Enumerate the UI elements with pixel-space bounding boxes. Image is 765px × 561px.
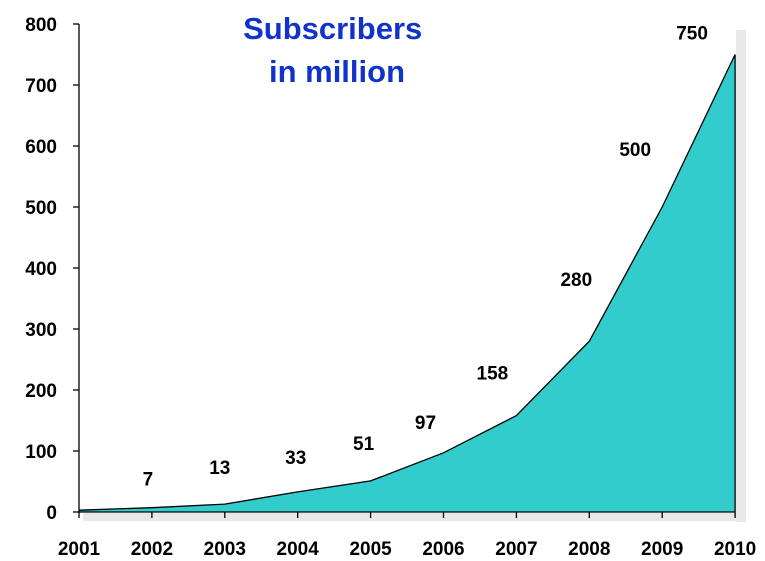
x-tick-label-2001: 2001 <box>58 539 101 560</box>
y-tick-label-300: 300 <box>25 320 57 341</box>
plot-shadow-bottom <box>83 513 746 521</box>
y-tick-label-0: 0 <box>46 503 57 524</box>
data-label-2010: 750 <box>676 24 708 45</box>
y-tick-label-100: 100 <box>25 442 57 463</box>
chart-title-line-2: in million <box>269 54 405 89</box>
x-tick-label-2010: 2010 <box>714 539 756 560</box>
data-label-2003: 13 <box>209 458 230 479</box>
data-label-2002: 7 <box>143 470 154 491</box>
plot-shadow <box>83 30 747 522</box>
data-label-2007: 158 <box>477 364 509 385</box>
x-tick-label-2003: 2003 <box>204 539 246 560</box>
x-tick-label-2006: 2006 <box>422 539 464 560</box>
y-tick-label-800: 800 <box>25 15 57 36</box>
x-tick-label-2002: 2002 <box>131 539 173 560</box>
chart-title: Subscribers in million <box>243 11 431 89</box>
y-tick-label-200: 200 <box>25 381 57 402</box>
area-fill <box>79 54 736 512</box>
x-tick-label-2004: 2004 <box>277 539 320 560</box>
x-tick-label-2009: 2009 <box>641 539 683 560</box>
area-series <box>78 54 736 512</box>
y-tick-label-700: 700 <box>25 76 57 97</box>
x-tick-label-2005: 2005 <box>349 539 392 560</box>
data-labels: 7 13 33 51 97 158 280 500 750 <box>143 24 708 491</box>
x-tick-label-2008: 2008 <box>568 539 610 560</box>
data-label-2005: 51 <box>353 434 375 455</box>
axes: 0 100 200 300 400 500 600 700 800 2001 2002 2003 200… <box>25 15 756 560</box>
area-line <box>78 54 736 512</box>
chart-title-line-1: Subscribers <box>243 11 422 46</box>
y-tick-label-600: 600 <box>25 137 57 158</box>
plot-shadow-right <box>736 30 747 522</box>
data-label-2006: 97 <box>415 413 436 434</box>
data-label-2004: 33 <box>285 448 306 469</box>
data-label-2009: 500 <box>619 140 651 161</box>
y-tick-label-500: 500 <box>25 198 57 219</box>
data-label-2008: 280 <box>560 270 592 291</box>
y-tick-label-400: 400 <box>25 259 57 280</box>
x-tick-label-2007: 2007 <box>495 539 537 560</box>
